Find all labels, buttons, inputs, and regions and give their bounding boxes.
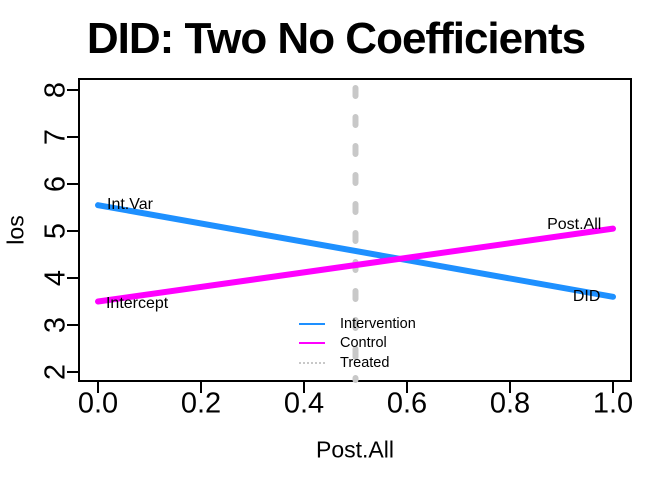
legend-entry-intervention: Intervention [299, 314, 416, 334]
intervention-line [95, 202, 616, 300]
intervention-line-swatch [299, 322, 325, 325]
legend-label: Treated [340, 354, 390, 371]
line-label-int-var: Int.Var [107, 196, 153, 214]
y-tick-mark [67, 230, 78, 232]
y-tick-mark [67, 183, 78, 185]
y-tick-mark [67, 89, 78, 91]
line-label-post-all: Post.All [547, 216, 602, 234]
y-tick-label: 5 [39, 222, 72, 240]
legend-entry-treated: Treated [299, 353, 416, 373]
y-axis-title: los [2, 215, 29, 245]
y-tick-label: 4 [39, 269, 72, 287]
legend-label: Control [340, 335, 387, 352]
y-tick-mark [67, 136, 78, 138]
x-tick-label: 0.2 [180, 387, 222, 420]
x-tick-mark [303, 382, 305, 393]
x-tick-mark [509, 382, 511, 393]
plot-area [78, 78, 632, 382]
legend-label: Intervention [340, 315, 416, 332]
x-tick-mark [406, 382, 408, 393]
line-label-did: DID [572, 287, 601, 305]
y-tick-label: 2 [39, 363, 72, 381]
y-tick-label: 3 [39, 316, 72, 334]
y-tick-label: 6 [39, 175, 72, 193]
chart-title: DID: Two No Coefficients [86, 14, 586, 63]
x-tick-label: 0.8 [489, 387, 531, 420]
legend: Intervention Control Treated [299, 314, 416, 373]
x-tick-label: 0.0 [77, 387, 119, 420]
control-line-swatch [299, 342, 325, 345]
x-axis-title: Post.All [316, 436, 394, 463]
x-tick-mark [612, 382, 614, 393]
treated-line-swatch [299, 361, 325, 364]
y-tick-mark [67, 277, 78, 279]
legend-entry-control: Control [299, 334, 416, 354]
y-tick-label: 8 [39, 81, 72, 99]
x-tick-mark [97, 382, 99, 393]
x-tick-label: 0.4 [283, 387, 325, 420]
x-tick-label: 0.6 [386, 387, 428, 420]
control-line [95, 225, 616, 305]
x-tick-mark [200, 382, 202, 393]
x-tick-label: 1.0 [592, 387, 634, 420]
y-tick-mark [67, 371, 78, 373]
y-tick-label: 7 [39, 128, 72, 146]
line-label-intercept: Intercept [105, 295, 169, 313]
y-tick-mark [67, 324, 78, 326]
